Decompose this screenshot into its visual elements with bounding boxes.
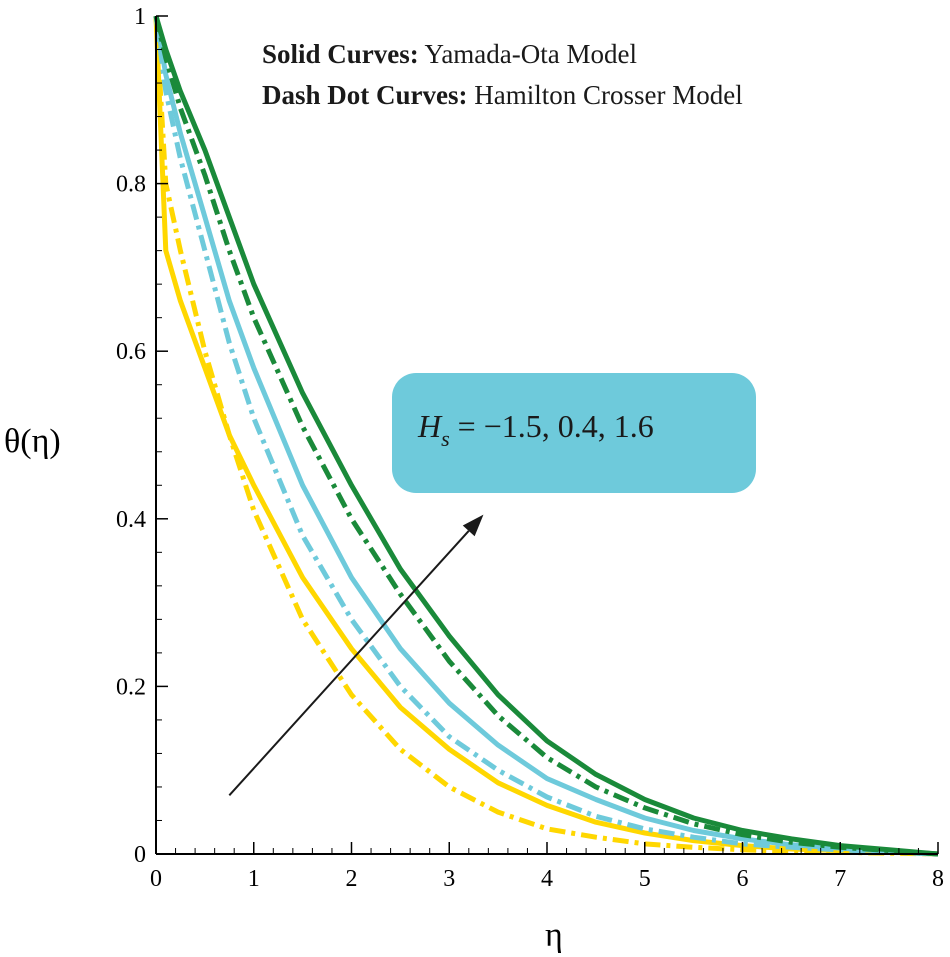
x-axis-label: η: [545, 917, 563, 954]
curves-group: [153, 15, 939, 857]
y-tick-label-0.4: 0.4: [116, 507, 146, 533]
series-line-6: [153, 15, 939, 857]
parameter-values: = −1.5, 0.4, 1.6: [450, 408, 654, 444]
legend-note-solid: Solid Curves: Yamada-Ota Model: [262, 39, 637, 69]
x-tick-label-4: 4: [541, 866, 553, 892]
legend-note-dashdot-text: Hamilton Crosser Model: [468, 80, 743, 110]
x-tick-label-0: 0: [150, 866, 162, 892]
x-tick-label-7: 7: [834, 866, 846, 892]
x-tick-label-3: 3: [443, 866, 455, 892]
legend-note-dashdot-bold: Dash Dot Curves:: [262, 80, 468, 110]
trend-arrow-head: [462, 514, 484, 537]
parameter-box: [392, 373, 756, 493]
legend-note-solid-bold: Solid Curves:: [262, 39, 419, 69]
y-tick-label-1: 1: [134, 4, 146, 30]
y-tick-label-0.2: 0.2: [116, 674, 146, 700]
parameter-symbol: H: [417, 408, 443, 444]
series-line-1: [153, 15, 939, 857]
x-tick-label-1: 1: [248, 866, 260, 892]
x-tick-label-8: 8: [932, 866, 944, 892]
y-tick-label-0: 0: [134, 842, 146, 868]
y-axis-label: θ(η): [4, 423, 61, 460]
legend-note-dashdot: Dash Dot Curves: Hamilton Crosser Model: [262, 80, 743, 110]
legend-note-solid-text: Yamada-Ota Model: [419, 39, 637, 69]
series-line-2: [153, 15, 939, 857]
x-tick-label-6: 6: [737, 866, 749, 892]
y-tick-label-0.8: 0.8: [116, 172, 146, 198]
parameter-subscript: s: [441, 426, 450, 451]
parameter-box-label: Hs = −1.5, 0.4, 1.6: [417, 408, 654, 451]
axes-group: 0 1 2 3 4 5 6 7 8 0 0.2 0.4 0.6 0.8 1: [116, 4, 944, 892]
series-line-3: [153, 15, 939, 857]
series-line-5: [153, 15, 939, 857]
x-tick-label-5: 5: [639, 866, 651, 892]
x-tick-label-2: 2: [346, 866, 358, 892]
y-tick-label-0.6: 0.6: [116, 339, 146, 365]
trend-arrow: [228, 530, 470, 797]
